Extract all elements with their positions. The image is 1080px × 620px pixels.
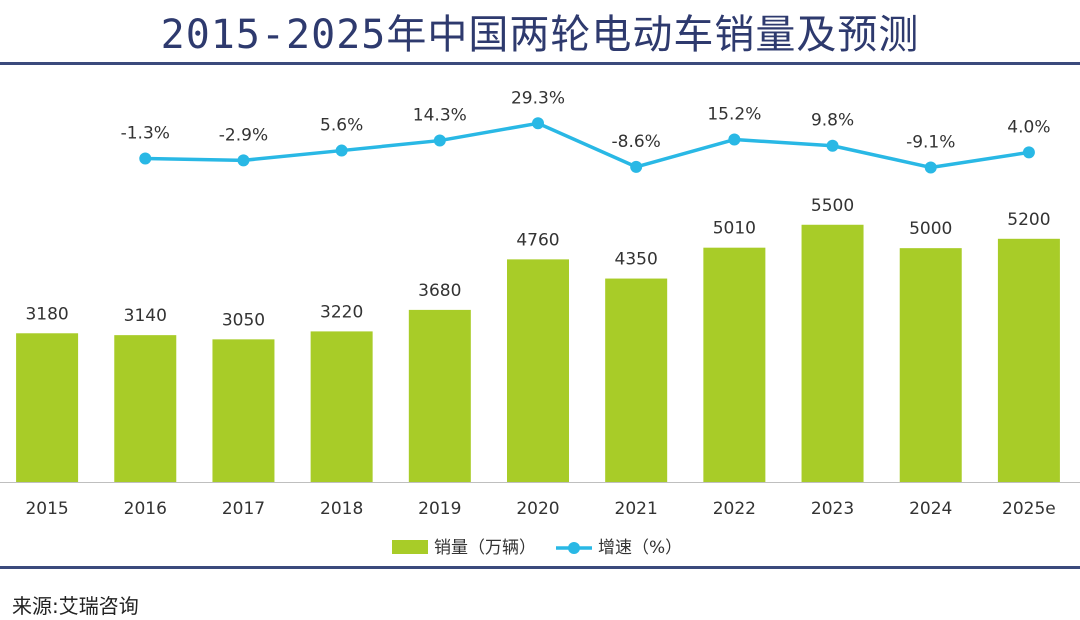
bar-2021: [605, 278, 668, 482]
legend-swatch-bar: [392, 540, 428, 554]
growth-label-2022: 15.2%: [707, 105, 761, 125]
source-note: 来源:艾瑞咨询: [12, 594, 139, 618]
growth-point-2021: [630, 160, 643, 173]
growth-point-2020: [532, 117, 544, 130]
x-tick-label-2017: 2017: [222, 499, 265, 519]
bar-2018: [310, 331, 373, 482]
growth-label-2017: -2.9%: [219, 125, 268, 145]
bar-label-2015: 3180: [25, 304, 68, 324]
x-tick-label-2020: 2020: [516, 499, 559, 519]
bar-label-2022: 5010: [713, 219, 756, 239]
bar-2016: [114, 335, 177, 482]
growth-point-2017: [237, 154, 250, 167]
legend-label-bar: 销量（万辆）: [434, 538, 536, 558]
chart-title: 2015-2025年中国两轮电动车销量及预测: [160, 12, 920, 58]
growth-point-2022: [728, 133, 741, 146]
x-tick-label-2018: 2018: [320, 499, 363, 519]
x-tick-label-2022: 2022: [713, 499, 756, 519]
legend-marker-line: [568, 542, 580, 554]
x-tick-label-2025e: 2025e: [1002, 499, 1056, 519]
growth-point-2016: [139, 152, 152, 165]
bar-label-2024: 5000: [909, 219, 952, 239]
x-tick-label-2016: 2016: [124, 499, 167, 519]
x-tick-label-2023: 2023: [811, 499, 854, 519]
growth-label-2018: 5.6%: [320, 116, 363, 136]
x-tick-label-2021: 2021: [615, 499, 658, 519]
bar-label-2016: 3140: [124, 306, 167, 326]
bar-2025e: [997, 238, 1060, 482]
x-tick-label-2024: 2024: [909, 499, 952, 519]
bar-2022: [703, 247, 766, 482]
growth-point-2019: [433, 134, 446, 147]
bar-2017: [212, 339, 275, 482]
bar-2019: [408, 309, 471, 482]
bar-2023: [801, 224, 864, 482]
bar-label-2018: 3220: [320, 302, 363, 322]
bar-2024: [899, 248, 962, 482]
growth-point-2024: [924, 161, 937, 174]
bar-label-2017: 3050: [222, 310, 265, 330]
bar-2020: [507, 259, 569, 482]
growth-point-2025e: [1022, 146, 1035, 159]
growth-label-2021: -8.6%: [612, 132, 661, 152]
title-divider: [0, 62, 1080, 65]
bar-label-2020: 4760: [516, 230, 559, 250]
bar-2015: [16, 333, 79, 482]
bar-label-2023: 5500: [811, 196, 854, 216]
x-tick-label-2019: 2019: [418, 499, 461, 519]
growth-point-2018: [335, 144, 348, 157]
bar-label-2021: 4350: [615, 250, 658, 270]
growth-label-2016: -1.3%: [121, 123, 170, 143]
x-tick-label-2015: 2015: [25, 499, 68, 519]
growth-label-2024: -9.1%: [906, 132, 955, 152]
footer-divider: [0, 566, 1080, 569]
growth-point-2023: [826, 139, 839, 152]
growth-label-2025e: 4.0%: [1007, 117, 1050, 137]
bar-label-2025e: 5200: [1007, 210, 1050, 230]
bar-label-2019: 3680: [418, 281, 461, 301]
growth-label-2023: 9.8%: [811, 111, 854, 131]
growth-line: [145, 121, 1030, 170]
growth-label-2020: 29.3%: [511, 88, 565, 108]
legend-label-line: 增速（%）: [598, 538, 682, 558]
growth-label-2019: 14.3%: [413, 106, 467, 126]
